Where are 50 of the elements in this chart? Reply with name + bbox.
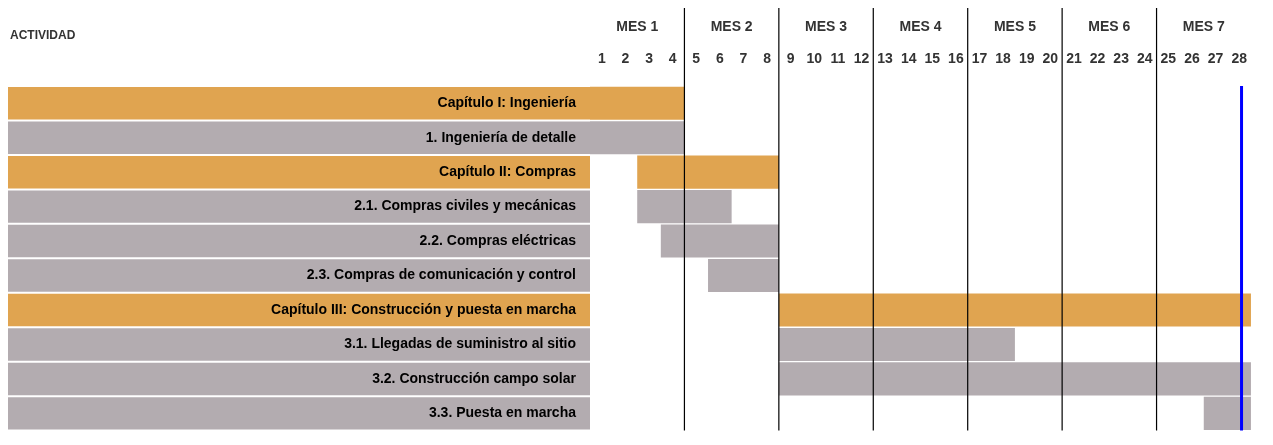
x-tick-label: 8 [763, 50, 772, 67]
bar [1203, 396, 1251, 430]
x-tick-label: 26 [1184, 50, 1200, 67]
y-tick-label: Capítulo III: Construcción y puesta en marcha [271, 300, 577, 317]
text: MES 6 [1088, 17, 1131, 34]
x-tick-label: 17 [971, 50, 988, 67]
x-tick-label: 10 [806, 50, 823, 67]
y-tick-label: 2.3. Compras de comunicación y control [306, 266, 576, 283]
bar [778, 293, 1251, 327]
x-tick-label: 23 [1113, 50, 1130, 67]
x-tick-label: 15 [924, 50, 941, 67]
x-tick-label: 1 [597, 50, 606, 67]
x-tick-label: 9 [786, 50, 795, 67]
x-tick-label: 13 [877, 50, 894, 67]
y-tick-label: 3.2. Construcción campo solar [372, 369, 577, 386]
x-tick-label: 6 [715, 50, 724, 67]
x-tick-label: 3 [645, 50, 654, 67]
x-tick-label: 21 [1066, 50, 1082, 67]
y-tick-label: 1. Ingeniería de detalle [425, 128, 577, 145]
x-tick-label: 19 [1018, 50, 1035, 67]
bar [637, 190, 732, 224]
bar [637, 155, 779, 189]
x-tick-label: 27 [1207, 50, 1224, 67]
y-tick-label: 3.1. Llegadas de suministro al sitio [344, 335, 576, 352]
text: MES 2 [710, 17, 753, 34]
x-tick-label: 28 [1231, 50, 1248, 67]
x-tick-label: 18 [995, 50, 1012, 67]
text: MES 5 [993, 17, 1037, 34]
x-tick-label: 4 [668, 50, 677, 67]
x-tick-label: 22 [1089, 50, 1106, 67]
x-tick-label: 7 [739, 50, 748, 67]
x-tick-label: 5 [692, 50, 701, 67]
y-tick-label: 2.1. Compras civiles y mecánicas [354, 197, 577, 214]
y-tick-label: Capítulo II: Compras [439, 163, 577, 180]
x-tick-label: 16 [948, 50, 964, 67]
text: ACTIVIDAD [10, 28, 76, 43]
x-tick-label: 25 [1160, 50, 1177, 67]
x-tick-label: 2 [621, 50, 630, 67]
text: MES 1 [616, 17, 659, 34]
y-tick-label: 2.2. Compras eléctricas [419, 231, 577, 248]
x-tick-label: 24 [1136, 50, 1153, 67]
text: MES 3 [805, 17, 848, 34]
y-tick-label: Capítulo I: Ingeniería [437, 94, 577, 111]
text: MES 7 [1182, 17, 1225, 34]
x-tick-label: 14 [900, 50, 917, 67]
y-tick-label: 3.3. Puesta en marcha [428, 404, 577, 421]
x-tick-label: 12 [853, 50, 870, 67]
x-tick-label: 11 [830, 50, 846, 67]
text: MES 4 [899, 17, 942, 34]
x-tick-label: 20 [1042, 50, 1059, 67]
